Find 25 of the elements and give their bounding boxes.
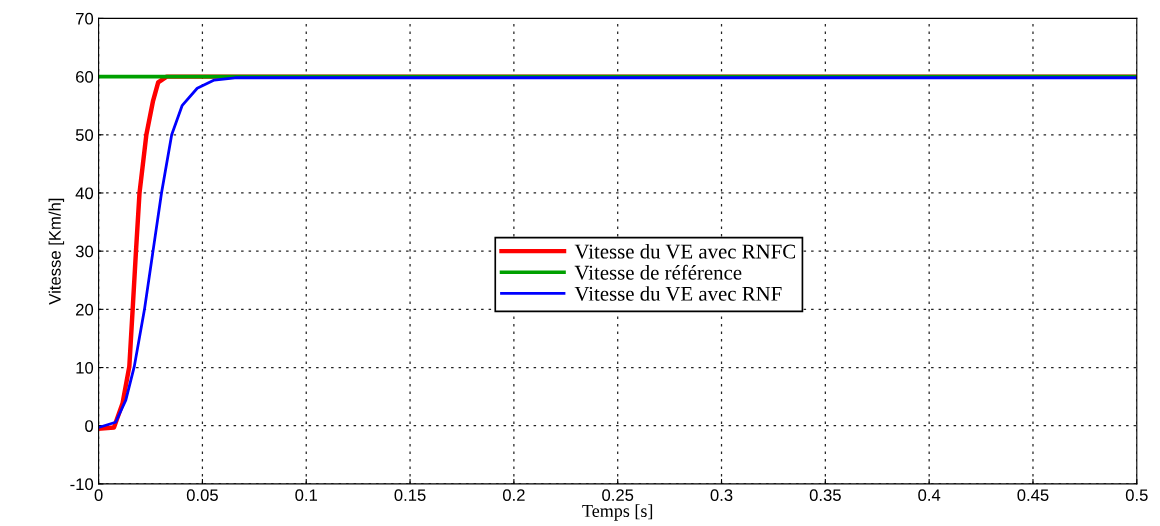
y-tick-label: 30 — [75, 245, 94, 258]
x-tick-label: 0.4 — [918, 489, 941, 502]
x-tick-label: 0.1 — [295, 489, 318, 502]
x-tick-label: 0.2 — [502, 489, 525, 502]
y-tick-label: 10 — [76, 361, 94, 374]
y-tick-label: 0 — [85, 420, 94, 432]
x-tick-label: 0.05 — [186, 489, 218, 502]
legend-label: Vitesse de référence — [574, 264, 742, 280]
x-tick-label: 0.5 — [1125, 489, 1148, 502]
x-tick-label: 0.45 — [1017, 489, 1049, 502]
y-tick-label: 50 — [75, 129, 94, 141]
legend-label: Vitesse du VE avec RNFC — [574, 243, 796, 259]
y-tick-label: 20 — [76, 303, 94, 316]
x-tick-label: 0.35 — [809, 489, 841, 502]
x-axis-title: Temps [s] — [582, 504, 653, 521]
y-tick-label: 70 — [76, 12, 94, 25]
y-tick-label: -10 — [70, 478, 94, 491]
x-tick-label: 0.3 — [710, 489, 733, 502]
legend-label: Vitesse du VE avec RNF — [574, 286, 782, 301]
y-tick-label: 40 — [75, 187, 94, 200]
y-axis-title: Vitesse [Km/h] — [48, 198, 65, 305]
x-tick-label: 0.25 — [602, 489, 634, 502]
x-tick-label: 0.15 — [394, 489, 426, 502]
y-tick-label: 60 — [76, 71, 94, 83]
x-tick-label: 0 — [94, 489, 103, 502]
